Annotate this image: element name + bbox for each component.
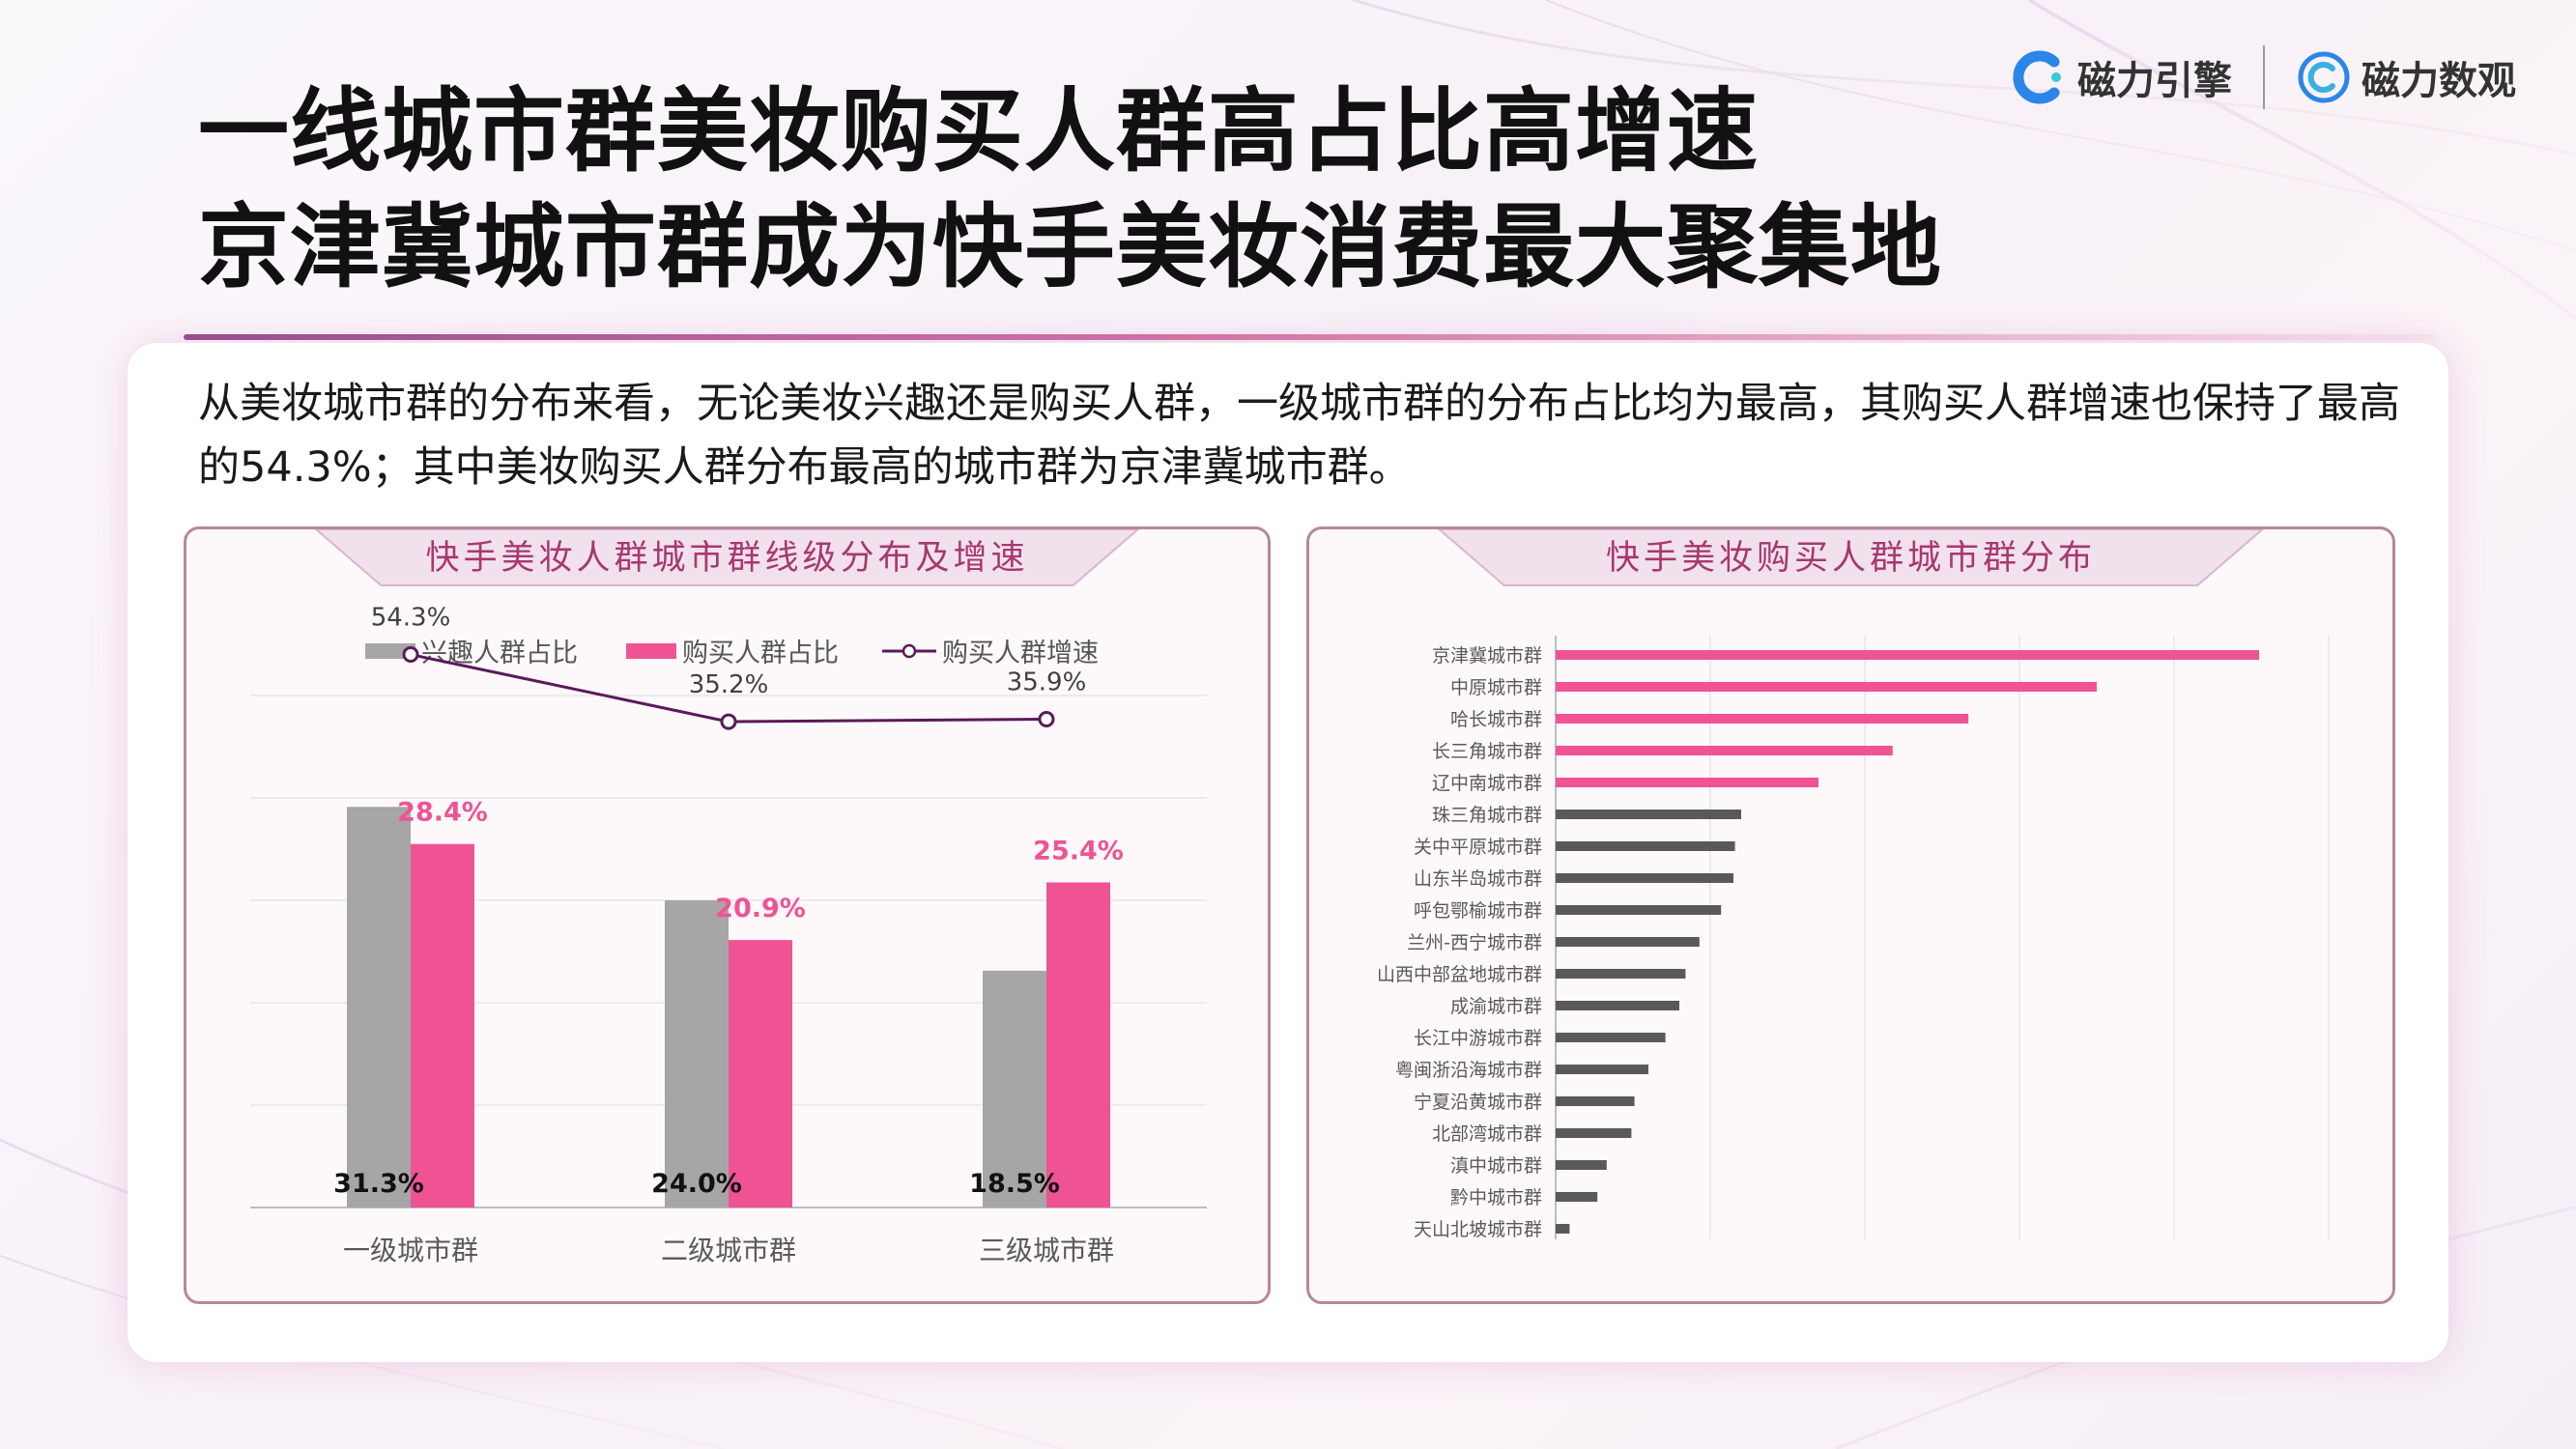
c-concentric-blue-icon bbox=[2298, 51, 2350, 103]
cluster-bar bbox=[1556, 1224, 1570, 1234]
legend-label: 购买人群占比 bbox=[682, 639, 839, 668]
cluster-label: 黔中城市群 bbox=[1450, 1187, 1542, 1208]
growth-value-label: 35.2% bbox=[689, 670, 769, 699]
cluster-label: 哈长城市群 bbox=[1450, 709, 1542, 730]
cluster-label: 中原城市群 bbox=[1450, 677, 1542, 698]
cluster-label: 山东半岛城市群 bbox=[1414, 868, 1542, 890]
cluster-bar bbox=[1556, 1128, 1632, 1138]
cluster-bar bbox=[1556, 905, 1722, 915]
cluster-label: 关中平原城市群 bbox=[1414, 837, 1542, 858]
purchase-bar bbox=[411, 843, 474, 1208]
interest-value-label: 31.3% bbox=[333, 1169, 424, 1199]
growth-marker bbox=[720, 713, 737, 730]
title-banner bbox=[1437, 529, 2265, 586]
cluster-label: 京津冀城市群 bbox=[1432, 645, 1542, 667]
legend-marker bbox=[902, 643, 917, 659]
brand-cili-shuguan: 磁力数观 bbox=[2296, 49, 2516, 105]
brand-divider bbox=[2263, 45, 2265, 109]
x-category-label: 二级城市群 bbox=[661, 1235, 796, 1266]
purchase-bar bbox=[1046, 882, 1110, 1208]
cluster-label: 长江中游城市群 bbox=[1414, 1028, 1542, 1049]
cluster-bar bbox=[1556, 746, 1893, 755]
cluster-bar bbox=[1556, 810, 1741, 819]
cluster-chart-card: 京津冀城市群中原城市群哈长城市群长三角城市群 辽中南城市群 珠三角城市群关中平原城市… bbox=[1306, 526, 2395, 1304]
cluster-bar bbox=[1556, 1065, 1648, 1074]
cluster-bar bbox=[1556, 1192, 1598, 1202]
purchase-value-label: 20.9% bbox=[715, 894, 806, 923]
brand-logos: 磁力引擎 磁力数观 bbox=[2006, 39, 2516, 116]
tier-chart-title: 快手美妆人群城市群线级分布及增速 bbox=[425, 539, 1029, 578]
tier-chart: 兴趣人群占比 购买人群占比 购买人群增速 31.3% 28.4% 一级城市群 24.0% 20… bbox=[250, 529, 1207, 1266]
title-banner bbox=[314, 529, 1140, 586]
cluster-label: 粤闽浙沿海城市群 bbox=[1395, 1060, 1542, 1081]
c-ring-blue-icon bbox=[2013, 50, 2061, 104]
brand-name: 磁力数观 bbox=[2361, 59, 2516, 103]
x-category-label: 三级城市群 bbox=[979, 1235, 1114, 1266]
cluster-bar bbox=[1556, 1001, 1679, 1010]
cluster-bar bbox=[1556, 650, 2259, 660]
cluster-bar bbox=[1556, 778, 1818, 787]
cluster-bar bbox=[1556, 714, 1969, 724]
interest-bar bbox=[665, 900, 729, 1208]
x-category-label: 一级城市群 bbox=[343, 1235, 478, 1266]
purchase-value-label: 28.4% bbox=[397, 798, 488, 828]
cluster-label: 兰州-西宁城市群 bbox=[1407, 932, 1542, 953]
cluster-label: 滇中城市群 bbox=[1450, 1155, 1542, 1177]
interest-bar bbox=[983, 970, 1046, 1208]
cluster-label: 北部湾城市群 bbox=[1432, 1123, 1542, 1145]
cluster-label: 珠三角城市群 bbox=[1432, 805, 1542, 826]
growth-value-label: 54.3% bbox=[371, 604, 451, 633]
legend-label: 兴趣人群占比 bbox=[421, 639, 578, 668]
cluster-chart-title: 快手美妆购买人群城市群分布 bbox=[1605, 539, 2096, 578]
cluster-bar bbox=[1556, 969, 1686, 979]
growth-value-label: 35.9% bbox=[1007, 668, 1087, 697]
growth-marker bbox=[1038, 711, 1055, 728]
cluster-bar bbox=[1556, 873, 1733, 883]
legend-swatch bbox=[626, 643, 676, 659]
interest-value-label: 18.5% bbox=[969, 1169, 1060, 1199]
cluster-label: 长三角城市群 bbox=[1432, 741, 1542, 762]
cluster-chart: 京津冀城市群中原城市群哈长城市群长三角城市群辽中南城市群珠三角城市群关中平原城市… bbox=[1377, 529, 2330, 1240]
cluster-label: 成渝城市群 bbox=[1450, 996, 1542, 1017]
cluster-label: 宁夏沿黄城市群 bbox=[1414, 1092, 1542, 1113]
tier-chart-card: 兴趣人群占比 购买人群占比 购买人群增速 31.3% 28.4% 一级城市群 24.0% 20… bbox=[184, 526, 1271, 1304]
cluster-bar bbox=[1556, 937, 1700, 947]
cluster-bar bbox=[1556, 841, 1735, 851]
interest-value-label: 24.0% bbox=[651, 1169, 742, 1199]
legend-label: 购买人群增速 bbox=[942, 639, 1099, 668]
cluster-bar bbox=[1556, 1033, 1666, 1042]
cluster-label: 天山北坡城市群 bbox=[1414, 1219, 1542, 1240]
cluster-bar bbox=[1556, 1160, 1607, 1170]
page-title-line1: 一线城市群美妆购买人群高占比高增速 bbox=[198, 79, 1760, 185]
page-title-line2: 京津冀城市群成为快手美妆消费最大聚集地 bbox=[198, 195, 1943, 300]
interest-bar bbox=[347, 807, 411, 1208]
description-text: 从美妆城市群的分布来看，无论美妆兴趣还是购买人群，一级城市群的分布占比均为最高，… bbox=[198, 380, 2400, 492]
cluster-bar bbox=[1556, 682, 2097, 692]
brand-name: 磁力引擎 bbox=[2077, 59, 2232, 103]
cluster-label: 辽中南城市群 bbox=[1432, 773, 1542, 794]
cluster-bar bbox=[1556, 1096, 1635, 1106]
brand-cili-engine: 磁力引擎 bbox=[2006, 46, 2232, 108]
cluster-label: 呼包鄂榆城市群 bbox=[1414, 900, 1542, 922]
purchase-bar bbox=[729, 940, 792, 1208]
title-underline bbox=[184, 334, 2435, 340]
purchase-value-label: 25.4% bbox=[1033, 836, 1124, 866]
cluster-label: 山西中部盆地城市群 bbox=[1377, 964, 1542, 985]
growth-marker bbox=[402, 646, 419, 664]
